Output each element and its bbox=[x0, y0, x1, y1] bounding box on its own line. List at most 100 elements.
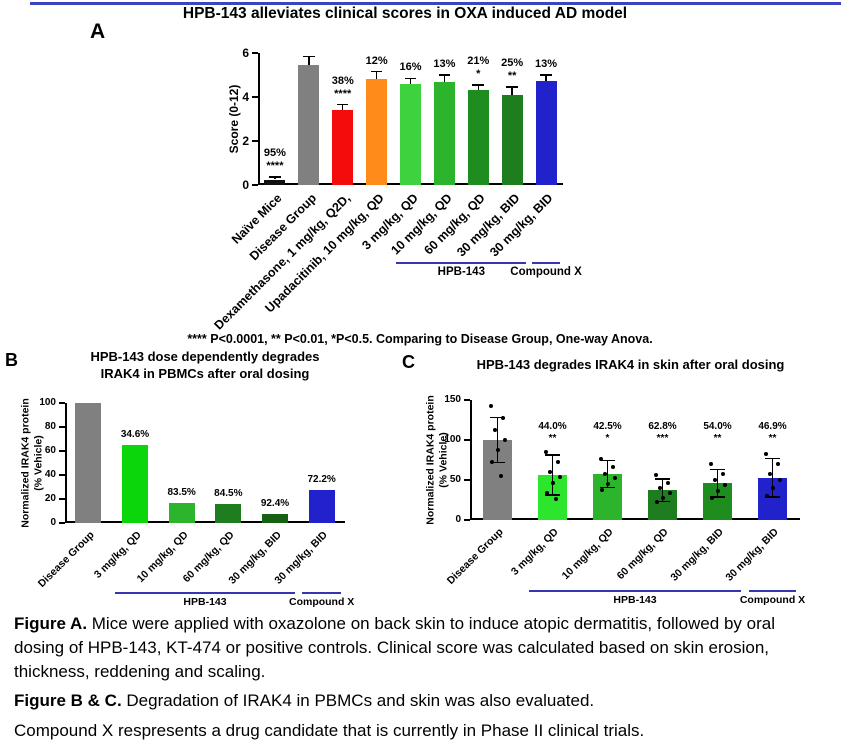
error-bar bbox=[341, 104, 344, 111]
bar-annotation: 54.0% ** bbox=[703, 420, 732, 444]
caption-figure-bc-lead: Figure B & C. bbox=[14, 691, 122, 711]
y-tick-mark bbox=[252, 96, 258, 98]
y-tick-mark bbox=[59, 474, 65, 476]
error-bar-cap bbox=[654, 478, 671, 480]
data-point bbox=[605, 482, 610, 486]
data-point bbox=[598, 457, 603, 462]
data-point bbox=[665, 481, 670, 486]
plot-area bbox=[65, 403, 345, 523]
x-category-label: Disease Group bbox=[445, 526, 506, 587]
bar-annotation: 83.5% bbox=[167, 487, 196, 499]
error-bar bbox=[443, 75, 446, 82]
data-point bbox=[543, 450, 548, 454]
data-point bbox=[492, 428, 497, 433]
data-point bbox=[495, 447, 500, 452]
data-point bbox=[602, 471, 607, 476]
bar bbox=[75, 403, 102, 523]
y-tick-label: 100 bbox=[444, 433, 461, 445]
x-category-label: 30 mg/kg, BID bbox=[668, 526, 726, 584]
data-point bbox=[653, 473, 658, 478]
x-category-label: 60 mg/kg, QD bbox=[615, 526, 671, 582]
group-label: Compound X bbox=[288, 596, 355, 608]
y-tick-mark bbox=[59, 426, 65, 428]
x-category-label: Dexamethasone, 1 mg/kg, Q2D, bbox=[211, 191, 353, 333]
data-point bbox=[767, 471, 772, 476]
y-tick-mark bbox=[59, 402, 65, 404]
bar bbox=[332, 110, 354, 185]
error-bar bbox=[606, 460, 609, 488]
error-bar-cap bbox=[303, 55, 315, 58]
error-bar-cap bbox=[540, 74, 552, 76]
bar-annotation: 13% bbox=[433, 58, 456, 70]
group-underline bbox=[531, 262, 561, 264]
error-bar bbox=[409, 78, 412, 84]
bar-annotation: 34.6% bbox=[120, 428, 150, 440]
data-point bbox=[489, 460, 494, 465]
error-bar-cap bbox=[764, 457, 781, 460]
y-tick-mark bbox=[252, 184, 258, 186]
bar bbox=[308, 489, 335, 523]
error-bar bbox=[496, 417, 499, 463]
chart-b-title: HPB-143 dose dependently degrades IRAK4 … bbox=[55, 348, 355, 382]
x-category-label: 3 mg/kg, QD bbox=[91, 529, 144, 581]
error-bar-cap bbox=[438, 74, 451, 76]
error-bar bbox=[771, 458, 774, 497]
caption-figure-a-lead: Figure A. bbox=[14, 614, 88, 633]
data-point bbox=[657, 486, 662, 490]
data-point bbox=[498, 474, 503, 478]
error-bar-cap bbox=[709, 468, 726, 471]
figure-captions: Figure A. Mice were applied with oxazolo… bbox=[14, 612, 814, 748]
y-tick-mark bbox=[464, 479, 470, 481]
top-divider bbox=[30, 2, 841, 5]
chart-a-title: HPB-143 alleviates clinical scores in OX… bbox=[182, 5, 628, 22]
caption-figure-a-text: Mice were applied with oxazolone on back… bbox=[14, 614, 775, 682]
y-axis-title: Score (0-12) bbox=[226, 84, 241, 154]
bar bbox=[168, 503, 195, 523]
y-tick-mark bbox=[464, 399, 470, 401]
error-bar bbox=[661, 479, 664, 502]
group-label: HPB-143 bbox=[183, 596, 227, 608]
error-bar bbox=[545, 75, 547, 81]
data-point bbox=[502, 438, 507, 442]
y-tick-label: 0 bbox=[242, 177, 249, 192]
y-tick-mark bbox=[59, 522, 65, 524]
error-bar-cap bbox=[506, 86, 518, 88]
chart-b-title-line1: HPB-143 dose dependently degrades bbox=[90, 349, 320, 364]
y-tick-label: 0 bbox=[50, 516, 56, 528]
bar-annotation: 16% bbox=[399, 61, 422, 74]
error-bar-cap bbox=[489, 416, 506, 419]
bar-annotation: 46.9% ** bbox=[758, 420, 787, 444]
x-category-label: 3 mg/kg, QD bbox=[509, 526, 561, 578]
error-bar-cap bbox=[709, 496, 726, 498]
group-label: Compound X bbox=[510, 266, 582, 278]
caption-figure-a: Figure A. Mice were applied with oxazolo… bbox=[14, 612, 814, 684]
data-point bbox=[770, 486, 775, 490]
y-axis-title: Normalized IRAK4 protein (% Vehicle) bbox=[424, 395, 449, 525]
chart-b-title-line2: IRAK4 in PBMCs after oral dosing bbox=[100, 366, 310, 381]
group-underline bbox=[396, 262, 527, 264]
x-category-label: 10 mg/kg, QD bbox=[560, 526, 616, 582]
bar-annotation: 38% **** bbox=[331, 74, 354, 100]
group-underline bbox=[302, 592, 342, 594]
plot-area bbox=[470, 400, 800, 520]
x-category-label: Disease Group bbox=[35, 529, 97, 590]
data-point bbox=[599, 487, 604, 492]
y-tick-mark bbox=[252, 52, 258, 54]
y-tick-label: 40 bbox=[44, 468, 56, 480]
data-point bbox=[553, 497, 558, 502]
error-bar bbox=[308, 56, 310, 66]
group-label: HPB-143 bbox=[613, 594, 657, 606]
data-point bbox=[660, 495, 665, 500]
group-underline bbox=[115, 592, 295, 594]
error-bar bbox=[716, 469, 719, 497]
data-point bbox=[709, 495, 714, 500]
data-point bbox=[715, 489, 720, 494]
y-tick-label: 50 bbox=[449, 473, 461, 485]
error-bar-cap bbox=[544, 494, 561, 496]
chart-c: 0 50 100 150 Normalized IRAK4 protein (% Veh… bbox=[400, 385, 841, 685]
bar bbox=[264, 179, 286, 185]
caption-figure-bc: Figure B & C. Degradation of IRAK4 in PB… bbox=[14, 689, 814, 713]
bar bbox=[433, 81, 455, 185]
bar bbox=[215, 504, 242, 523]
